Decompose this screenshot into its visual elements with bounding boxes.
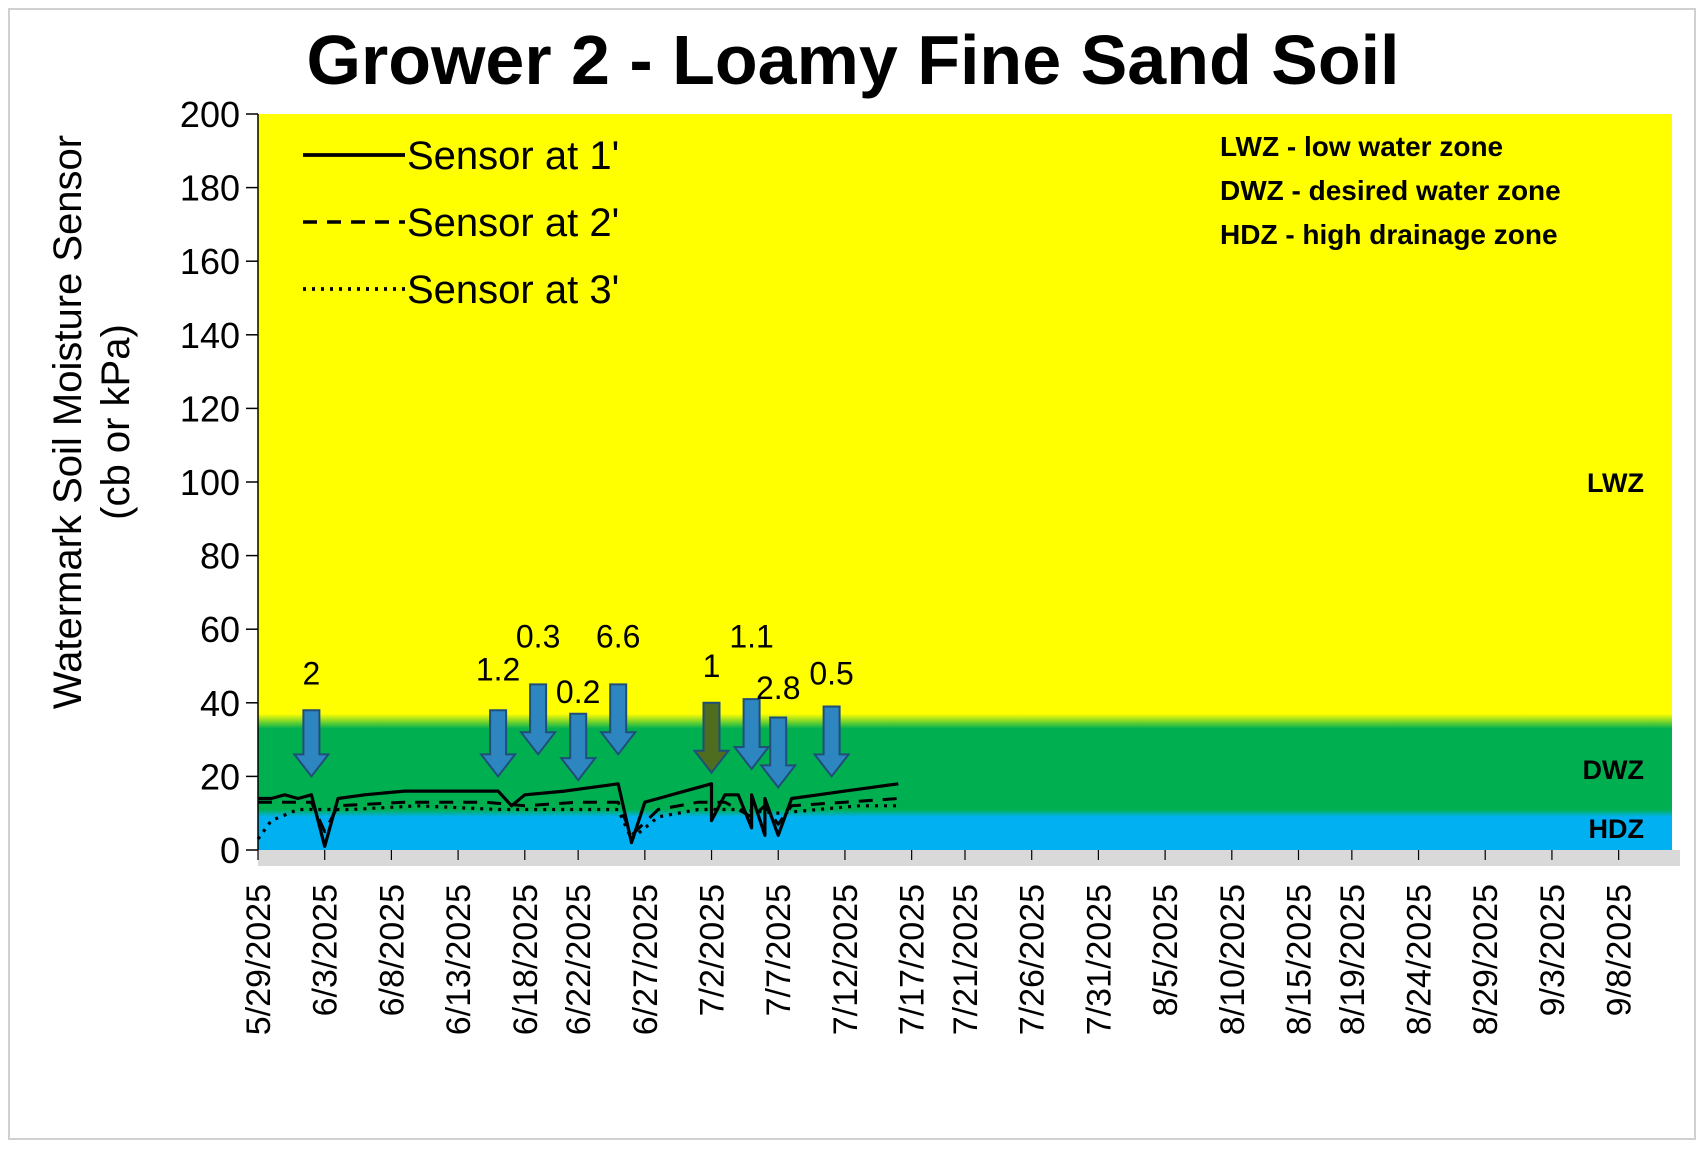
irrigation-arrow (292, 709, 331, 779)
zone-note: HDZ - high drainage zone (1220, 219, 1558, 250)
y-tick-label: 160 (180, 241, 240, 282)
y-tick-label: 100 (180, 462, 240, 503)
legend-entry: Sensor at 3' (407, 268, 619, 312)
x-tick-label: 7/17/2025 (894, 884, 932, 1035)
y-tick-label: 180 (180, 168, 240, 209)
legend-entry: Sensor at 2' (407, 201, 619, 245)
y-tick-label: 120 (180, 388, 240, 429)
x-axis: 5/29/2025 6/3/2025 6/8/2025 6/13/2025 6/18/2… (240, 850, 1639, 1035)
x-tick-label: 7/7/2025 (760, 884, 798, 1016)
y-tick-label: 0 (220, 830, 240, 871)
x-tick-label: 9/3/2025 (1534, 884, 1572, 1016)
x-tick-label: 8/19/2025 (1334, 884, 1372, 1035)
irrigation-arrow (732, 698, 771, 771)
irrigation-amount-label: 0.5 (809, 655, 853, 691)
x-tick-label: 7/12/2025 (827, 884, 865, 1035)
y-tick-label: 40 (200, 683, 240, 724)
x-tick-label: 8/5/2025 (1147, 884, 1185, 1016)
x-tick-label: 8/10/2025 (1214, 884, 1252, 1035)
x-tick-label: 8/24/2025 (1401, 884, 1439, 1035)
x-tick-label: 6/27/2025 (627, 884, 665, 1035)
y-tick-label: 80 (200, 536, 240, 577)
irrigation-amount-label: 1.2 (476, 652, 520, 688)
series-line-dashed (258, 797, 899, 837)
x-tick-label: 6/18/2025 (507, 884, 545, 1035)
x-tick-label: 7/31/2025 (1080, 884, 1118, 1035)
irrigation-amount-label: 6.6 (596, 619, 640, 655)
irrigation-arrow (759, 716, 798, 790)
zone-note: LWZ - low water zone (1220, 131, 1503, 162)
x-tick-label: 6/8/2025 (373, 884, 411, 1016)
zone-notes: LWZ - low water zone DWZ - desired water … (1220, 131, 1644, 844)
irrigation-arrow (479, 709, 518, 779)
x-tick-label: 5/29/2025 (240, 884, 278, 1035)
irrigation-amount-label: 1 (703, 648, 721, 684)
irrigation-annotations: 2 1.20.3 0.2 6.6 11.1 2.8 0.5 (292, 619, 854, 790)
irrigation-arrow (599, 683, 638, 756)
irrigation-amount-label: 2 (302, 655, 320, 691)
zone-label: HDZ (1589, 814, 1645, 844)
x-tick-label: 7/26/2025 (1014, 884, 1052, 1035)
series-lines (256, 782, 899, 848)
x-tick-label: 7/21/2025 (947, 884, 985, 1035)
legend: Sensor at 1' Sensor at 2' Sensor at 3' (303, 134, 619, 312)
irrigation-arrow (692, 701, 731, 775)
irrigation-amount-label: 1.1 (729, 619, 773, 655)
zone-label: DWZ (1583, 755, 1644, 785)
y-tick-label: 60 (200, 609, 240, 650)
irrigation-arrow (519, 683, 558, 756)
legend-entry: Sensor at 1' (407, 134, 619, 178)
x-tick-label: 8/29/2025 (1467, 884, 1505, 1035)
y-tick-label: 200 (180, 94, 240, 135)
zone-note: DWZ - desired water zone (1220, 175, 1561, 206)
x-tick-label: 9/8/2025 (1601, 884, 1639, 1016)
irrigation-arrow (812, 705, 851, 779)
irrigation-amount-label: 0.3 (516, 619, 560, 655)
irrigation-arrow (559, 712, 598, 782)
x-tick-label: 7/2/2025 (694, 884, 732, 1016)
chart-frame (8, 8, 1696, 1140)
x-tick-label: 6/22/2025 (560, 884, 598, 1035)
x-tick-label: 6/13/2025 (440, 884, 478, 1035)
y-axis: 0 20 40 60 80 100 120 140 160 180 200 (180, 94, 259, 871)
x-tick-label: 6/3/2025 (307, 884, 345, 1016)
zone-label: LWZ (1587, 468, 1644, 498)
irrigation-amount-label: 0.2 (556, 674, 600, 710)
chart-title: Grower 2 - Loamy Fine Sand Soil (306, 21, 1400, 99)
y-tick-label: 140 (180, 315, 240, 356)
x-tick-label: 8/15/2025 (1280, 884, 1318, 1035)
plot-floor (258, 850, 1680, 866)
irrigation-amount-label: 2.8 (756, 670, 800, 706)
y-tick-label: 20 (200, 756, 240, 797)
